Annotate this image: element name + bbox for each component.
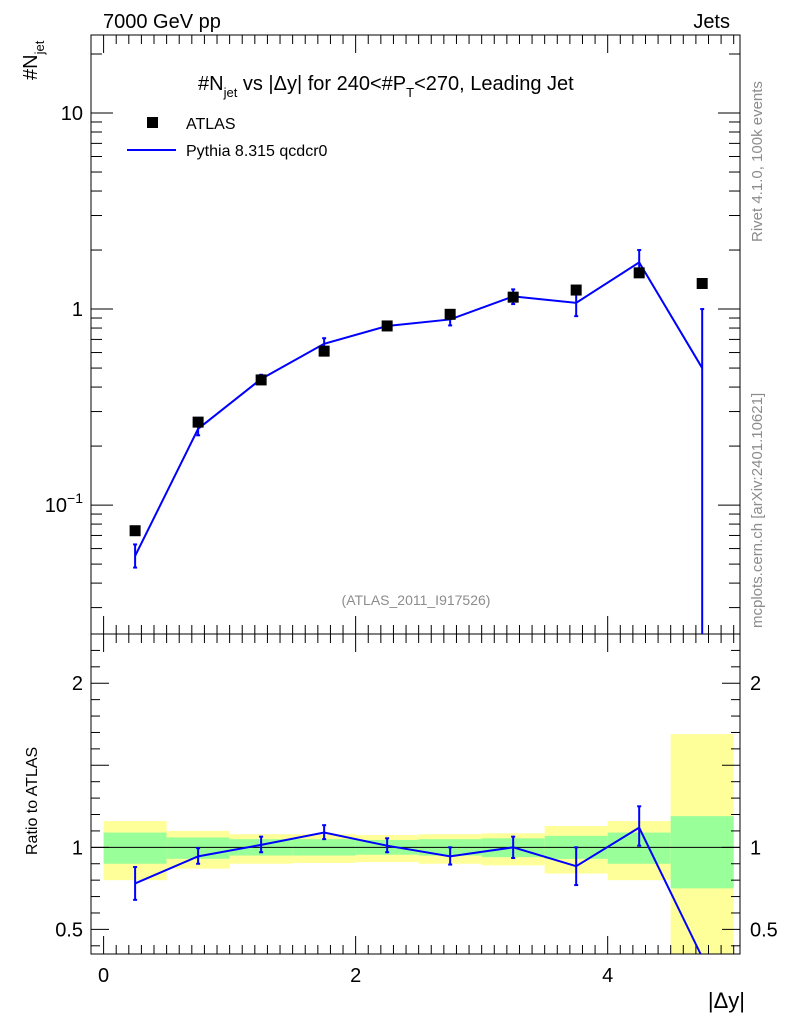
x-tick-label: 2 bbox=[350, 965, 361, 987]
atlas-point bbox=[444, 308, 456, 320]
atlas-point bbox=[192, 416, 204, 428]
atlas-point bbox=[507, 291, 519, 303]
atlas-point bbox=[318, 345, 330, 357]
main-y-tick-label: 10−1 bbox=[45, 490, 83, 517]
plot-title: #Njet vs |Δy| for 240<#PT<270, Leading J… bbox=[198, 73, 574, 100]
legend-atlas-label: ATLAS bbox=[186, 116, 236, 133]
ratio-mc-series bbox=[133, 805, 702, 955]
x-axis-label: |Δy| bbox=[708, 988, 745, 1013]
analysis-watermark: (ATLAS_2011_I917526) bbox=[342, 592, 491, 608]
atlas-point bbox=[570, 284, 582, 296]
mc-line bbox=[134, 260, 704, 557]
atlas-point bbox=[255, 374, 267, 386]
mcplots-credit-text: mcplots.cern.ch [arXiv:2401.10621] bbox=[749, 393, 766, 628]
band-inner-bin bbox=[103, 832, 167, 864]
atlas-point bbox=[696, 278, 708, 290]
legend-atlas-marker bbox=[147, 117, 158, 128]
ratio-y-tick-label-left: 0.5 bbox=[55, 919, 83, 941]
ratio-plot-frame bbox=[90, 633, 741, 955]
axis-ticks: 0 2 4 10−1 1 10 0.5 0.5 1 1 2 2 bbox=[45, 35, 778, 987]
ratio-y-tick-label-left: 1 bbox=[72, 837, 83, 859]
mc-series bbox=[133, 249, 705, 634]
ratio-y-tick-label-left: 2 bbox=[72, 673, 83, 695]
rivet-version-text: Rivet 4.1.0, 100k events bbox=[749, 81, 766, 242]
main-ylabel: #Njet bbox=[20, 40, 47, 80]
ratio-y-tick-label-right: 1 bbox=[750, 837, 761, 859]
ratio-y-tick-label-right: 0.5 bbox=[750, 919, 778, 941]
header-left: 7000 GeV pp bbox=[103, 11, 221, 33]
band-inner-bin bbox=[670, 816, 734, 889]
atlas-series bbox=[129, 267, 708, 537]
x-tick-label: 0 bbox=[98, 965, 109, 987]
ratio-uncertainty-bands bbox=[91, 734, 740, 954]
legend-mc-label: Pythia 8.315 qcdcr0 bbox=[186, 143, 328, 160]
ratio-mc-line bbox=[134, 826, 702, 955]
header-right: Jets bbox=[693, 11, 730, 33]
main-y-tick-label: 1 bbox=[72, 299, 83, 321]
x-tick-label: 4 bbox=[602, 965, 613, 987]
atlas-point bbox=[129, 525, 141, 537]
ratio-y-tick-label-right: 2 bbox=[750, 673, 761, 695]
ratio-ylabel: Ratio to ATLAS bbox=[24, 747, 41, 855]
main-y-tick-label: 10 bbox=[61, 103, 83, 125]
atlas-point bbox=[381, 320, 393, 332]
atlas-point bbox=[633, 267, 645, 279]
